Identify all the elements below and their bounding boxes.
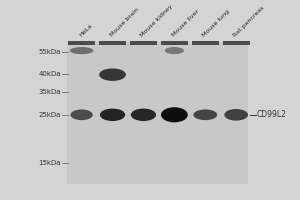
- Ellipse shape: [165, 47, 184, 54]
- Bar: [161, 41, 188, 45]
- Text: Mouse kidney: Mouse kidney: [140, 4, 174, 38]
- Bar: [68, 41, 95, 45]
- Bar: [130, 41, 157, 45]
- Ellipse shape: [70, 109, 93, 120]
- Text: Mouse lung: Mouse lung: [202, 9, 231, 38]
- Bar: [99, 41, 126, 45]
- Text: 55kDa: 55kDa: [38, 49, 61, 55]
- Text: 40kDa: 40kDa: [38, 71, 61, 77]
- Bar: [67, 42, 248, 184]
- Text: CD99L2: CD99L2: [257, 110, 287, 119]
- Bar: [223, 41, 250, 45]
- Ellipse shape: [194, 109, 217, 120]
- Text: Rat pancreas: Rat pancreas: [233, 5, 266, 38]
- Ellipse shape: [70, 47, 94, 54]
- Ellipse shape: [99, 68, 126, 81]
- Text: Mouse liver: Mouse liver: [171, 9, 200, 38]
- Text: Mouse brain: Mouse brain: [109, 7, 140, 38]
- Text: HeLa: HeLa: [78, 23, 93, 38]
- Ellipse shape: [224, 109, 248, 121]
- Ellipse shape: [161, 107, 188, 122]
- Bar: [192, 41, 219, 45]
- Text: 25kDa: 25kDa: [38, 112, 61, 118]
- Text: 35kDa: 35kDa: [38, 89, 61, 95]
- Ellipse shape: [131, 109, 156, 121]
- Ellipse shape: [100, 109, 125, 121]
- Text: 15kDa: 15kDa: [38, 160, 61, 166]
